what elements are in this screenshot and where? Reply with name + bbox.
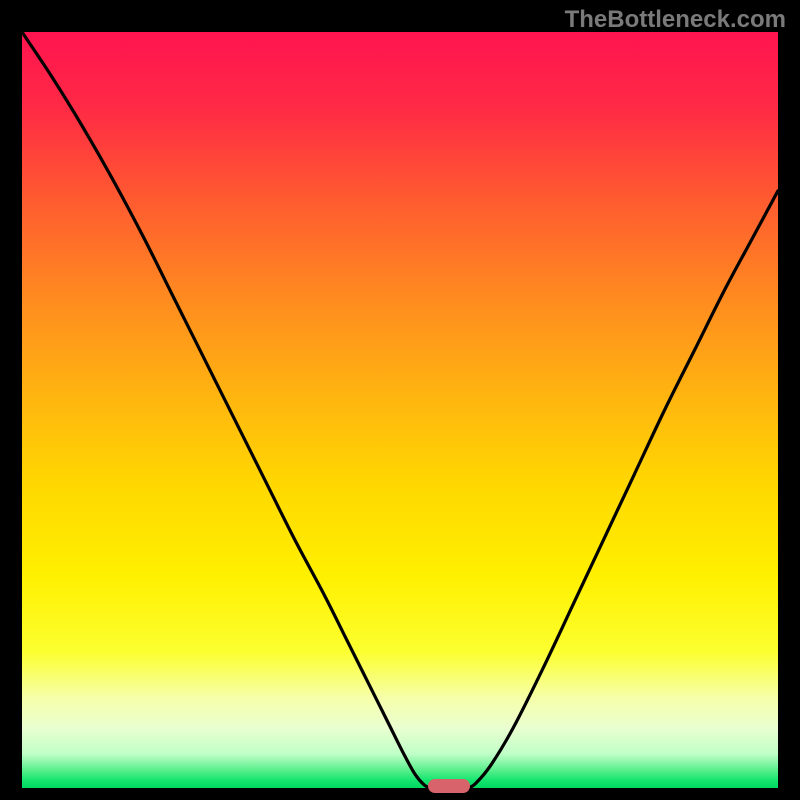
curve-left-branch (22, 32, 430, 788)
watermark-text: TheBottleneck.com (565, 6, 786, 34)
chart-canvas: TheBottleneck.com (0, 0, 800, 800)
plot-area (22, 32, 778, 788)
optimal-range-marker (428, 779, 470, 793)
curve-right-branch (468, 191, 778, 788)
bottleneck-curve (22, 32, 778, 788)
